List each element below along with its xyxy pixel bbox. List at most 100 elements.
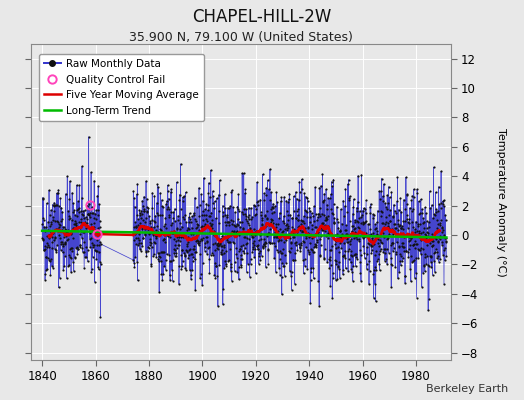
Point: [39, 194, 47, 201]
Point: [365, 268, 374, 274]
Point: [420, 219, 429, 225]
Point: [144, 226, 152, 232]
Point: [378, 240, 386, 246]
Point: [285, 231, 293, 238]
Point: [322, 214, 330, 220]
Point: [63, 230, 71, 237]
Point: [150, 192, 159, 199]
Point: [52, 202, 61, 208]
Point: [152, 223, 161, 230]
Point: [251, 212, 259, 218]
Point: [370, 241, 378, 247]
Point: [339, 267, 347, 274]
Point: [254, 242, 263, 248]
Point: [46, 212, 54, 218]
Point: [325, 255, 333, 262]
Point: [133, 181, 141, 187]
Point: [156, 226, 164, 232]
Point: [417, 230, 425, 236]
Point: [275, 256, 283, 262]
Point: [207, 221, 215, 228]
Point: [51, 226, 60, 233]
Point: [59, 267, 68, 273]
Point: [282, 227, 291, 233]
Point: [308, 222, 316, 228]
Point: [204, 180, 213, 186]
Point: [63, 227, 72, 233]
Point: [403, 219, 412, 225]
Point: [421, 268, 429, 275]
Point: [155, 253, 163, 259]
Point: [428, 231, 436, 237]
Point: [57, 218, 66, 224]
Point: [370, 267, 378, 273]
Point: [245, 222, 254, 229]
Point: [167, 186, 176, 192]
Point: [266, 197, 274, 203]
Point: [442, 238, 450, 244]
Point: [359, 243, 368, 249]
Point: [92, 256, 101, 262]
Point: [247, 205, 255, 211]
Point: [386, 194, 394, 201]
Point: [381, 256, 390, 262]
Point: [349, 223, 357, 229]
Point: [252, 206, 260, 212]
Point: [218, 233, 226, 239]
Point: [316, 242, 325, 248]
Point: [194, 240, 202, 246]
Point: [231, 232, 239, 239]
Point: [246, 226, 255, 232]
Point: [198, 222, 206, 229]
Point: [141, 215, 150, 221]
Point: [90, 178, 99, 184]
Point: [49, 230, 58, 236]
Point: [43, 232, 51, 239]
Point: [287, 245, 295, 252]
Point: [389, 248, 397, 254]
Point: [77, 228, 85, 234]
Point: [200, 239, 209, 246]
Point: [49, 216, 57, 223]
Point: [89, 244, 97, 250]
Point: [247, 255, 255, 262]
Point: [323, 259, 331, 266]
Point: [170, 228, 179, 234]
Point: [250, 246, 259, 252]
Point: [364, 221, 372, 227]
Point: [141, 248, 150, 254]
Point: [267, 219, 276, 225]
Point: [241, 211, 249, 218]
Point: [286, 212, 294, 218]
Point: [214, 303, 222, 309]
Point: [330, 200, 338, 207]
Point: [320, 256, 329, 263]
Point: [271, 234, 280, 240]
Point: [132, 234, 140, 241]
Point: [276, 226, 285, 232]
Point: [395, 206, 403, 213]
Point: [321, 222, 329, 228]
Point: [64, 236, 72, 242]
Point: [78, 244, 86, 251]
Point: [423, 218, 431, 224]
Point: [233, 228, 241, 234]
Point: [357, 232, 366, 238]
Point: [442, 235, 450, 241]
Point: [169, 246, 178, 252]
Point: [222, 222, 231, 229]
Point: [47, 207, 55, 213]
Point: [311, 184, 319, 190]
Point: [94, 264, 102, 271]
Title: 35.900 N, 79.100 W (United States): 35.900 N, 79.100 W (United States): [129, 31, 353, 44]
Point: [427, 264, 435, 270]
Point: [296, 226, 304, 233]
Point: [346, 193, 354, 199]
Point: [361, 233, 369, 239]
Point: [81, 221, 89, 227]
Point: [298, 186, 306, 192]
Point: [239, 211, 247, 217]
Point: [143, 252, 151, 259]
Point: [363, 251, 372, 257]
Point: [221, 258, 229, 264]
